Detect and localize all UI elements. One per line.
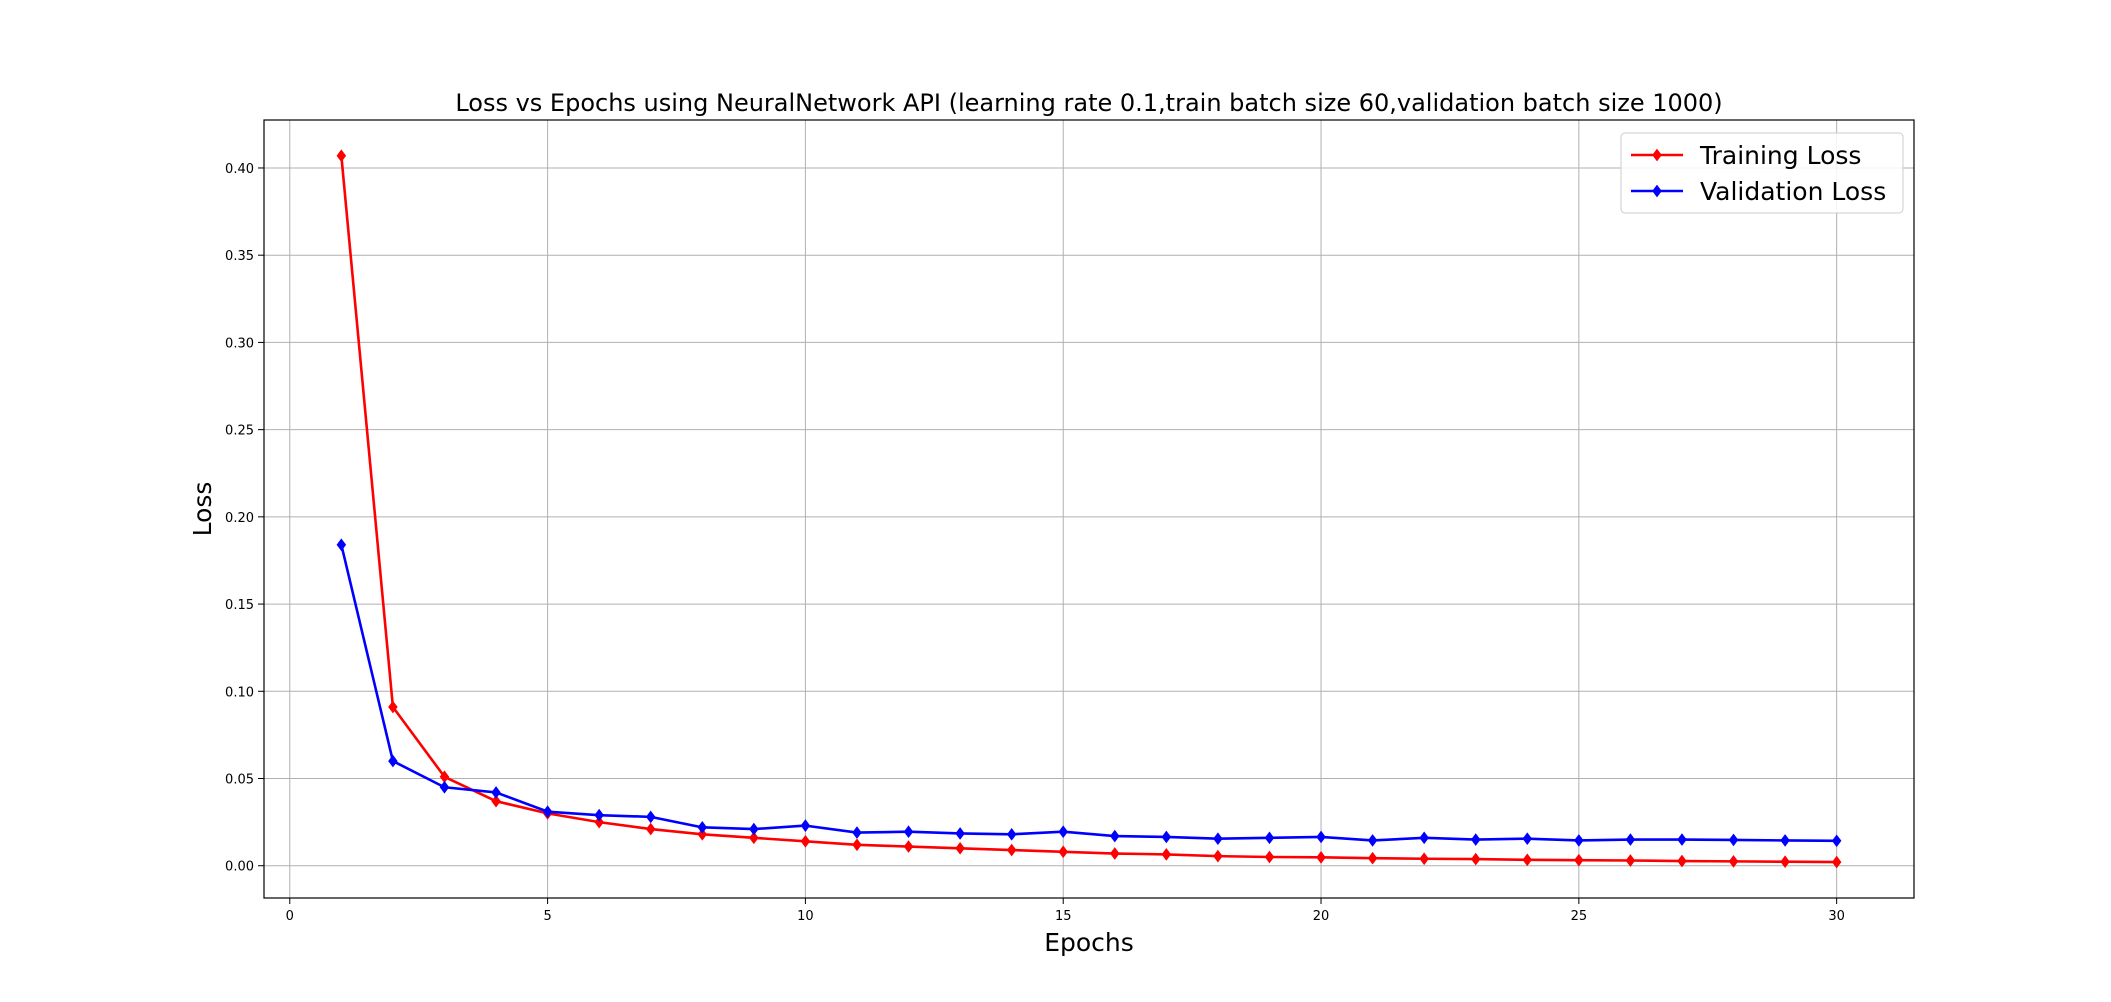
- data-point: [852, 826, 862, 839]
- data-point: [1419, 831, 1429, 845]
- data-point: [1574, 853, 1584, 867]
- data-point: [697, 821, 708, 834]
- y-tick-label: 0.15: [225, 598, 254, 613]
- data-point: [1161, 848, 1172, 861]
- data-point: [1522, 853, 1533, 867]
- data-point: [336, 538, 347, 552]
- data-point: [1264, 850, 1275, 864]
- y-tick-label: 0.10: [225, 685, 254, 700]
- legend-marker: [1652, 184, 1662, 198]
- data-point: [1367, 851, 1378, 865]
- data-point: [1367, 834, 1378, 847]
- data-point: [852, 838, 862, 852]
- data-point: [955, 827, 965, 840]
- legend-label: Training Loss: [1699, 141, 1861, 170]
- data-point: [1006, 827, 1017, 841]
- x-tick-label: 5: [543, 909, 551, 924]
- data-point: [388, 754, 398, 768]
- series-validation-loss: [336, 538, 1842, 848]
- data-point: [1264, 831, 1275, 845]
- data-point: [955, 841, 965, 855]
- series-training-loss: [336, 149, 1842, 869]
- y-tick-label: 0.40: [225, 162, 254, 177]
- data-point: [1161, 830, 1172, 844]
- data-point: [594, 808, 604, 822]
- legend-label: Validation Loss: [1700, 177, 1886, 206]
- data-point: [1728, 833, 1739, 847]
- data-point: [1058, 845, 1068, 859]
- data-point: [1831, 834, 1842, 848]
- data-point: [800, 834, 811, 848]
- y-tick-label: 0.05: [225, 773, 254, 788]
- data-point: [1780, 834, 1790, 847]
- data-point: [1522, 832, 1533, 846]
- data-point: [1316, 830, 1326, 844]
- data-point: [645, 810, 656, 824]
- y-tick-label: 0.00: [225, 860, 254, 875]
- data-point: [800, 819, 811, 832]
- data-point: [491, 794, 501, 808]
- data-point: [439, 780, 450, 794]
- series-line: [340, 544, 1837, 843]
- plot-frame: [263, 119, 1915, 899]
- data-point: [388, 700, 398, 714]
- x-tick-label: 0: [286, 909, 294, 924]
- y-axis-label: Loss: [188, 482, 217, 537]
- data-point: [1316, 851, 1326, 864]
- series-plot: [336, 149, 1842, 869]
- series-line: [340, 155, 1837, 864]
- data-point: [903, 840, 914, 853]
- x-tick-label: 20: [1313, 909, 1330, 924]
- legend-item: Training Loss: [1631, 141, 1861, 170]
- y-tick-label: 0.20: [225, 511, 254, 526]
- data-point: [697, 827, 708, 841]
- data-point: [645, 822, 656, 836]
- data-point: [749, 831, 759, 845]
- x-tick-label: 25: [1571, 909, 1588, 924]
- data-point: [1470, 833, 1481, 846]
- data-point: [903, 825, 914, 839]
- grid-lines: [264, 120, 1914, 898]
- data-point: [336, 149, 347, 163]
- data-point: [1470, 852, 1481, 866]
- data-point: [1831, 855, 1842, 869]
- data-point: [1574, 834, 1584, 847]
- data-point: [542, 805, 553, 818]
- data-point: [1625, 854, 1636, 867]
- x-tick-label: 30: [1828, 909, 1845, 924]
- legend-box: [1620, 132, 1904, 214]
- data-point: [1780, 855, 1790, 869]
- data-point: [1625, 833, 1636, 846]
- x-tick-label: 10: [797, 909, 814, 924]
- data-point: [1677, 833, 1687, 846]
- data-point: [1419, 852, 1429, 866]
- data-point: [1213, 832, 1223, 846]
- data-point: [1110, 829, 1120, 843]
- data-point: [1213, 849, 1223, 863]
- legend: Training Loss Validation Loss: [1620, 132, 1904, 214]
- data-point: [1006, 843, 1017, 857]
- legend-marker: [1652, 148, 1662, 162]
- legend-item: Validation Loss: [1631, 177, 1886, 206]
- data-point: [1728, 855, 1739, 868]
- data-point: [491, 786, 501, 799]
- y-tick-label: 0.25: [225, 424, 254, 439]
- data-point: [749, 822, 759, 836]
- chart-title: Loss vs Epochs using NeuralNetwork API (…: [455, 89, 1722, 117]
- x-tick-label: 15: [1055, 909, 1072, 924]
- axes: 0 5 10 15 20 25 30 0.00 0.05 0.10 0.15 0.20 0.25 0.30…: [225, 119, 1915, 924]
- x-axis-label: Epochs: [1044, 928, 1134, 957]
- data-point: [594, 815, 604, 829]
- y-tick-label: 0.30: [225, 336, 254, 351]
- data-point: [1110, 847, 1120, 860]
- data-point: [1058, 825, 1068, 839]
- data-point: [1677, 854, 1687, 868]
- y-tick-label: 0.35: [225, 249, 254, 264]
